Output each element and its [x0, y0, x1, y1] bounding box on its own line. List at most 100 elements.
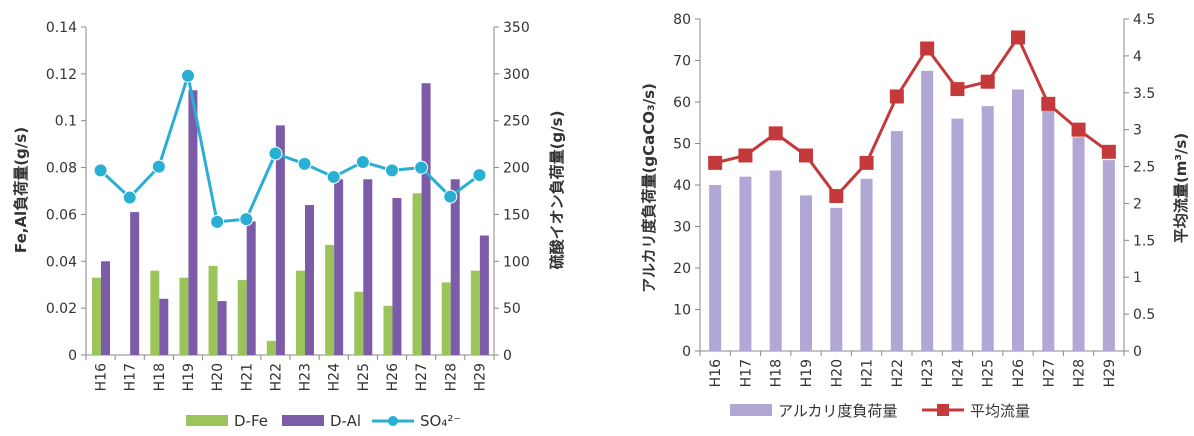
- right-chart-bar-alkalinity: [709, 185, 722, 351]
- left-chart-bar-d-fe: [208, 265, 218, 355]
- left-chart-bar-d-al: [101, 261, 110, 355]
- left-chart-bar-d-al: [479, 235, 489, 355]
- right-chart-ytick-right-label: 3: [1133, 123, 1142, 139]
- right-chart-bar-alkalinity: [921, 70, 934, 351]
- left-chart-ytick-right-label: 150: [503, 207, 530, 223]
- right-chart-bar-alkalinity: [860, 178, 873, 351]
- legend-marker-so4: [388, 416, 398, 426]
- left-chart-ytick-right-label: 300: [503, 67, 530, 83]
- left-chart-ytick-right-label: 200: [503, 161, 530, 177]
- left-chart-xtick-label: H26: [385, 363, 401, 391]
- left-chart-marker-so4: [181, 68, 195, 83]
- right-chart-legend: アルカリ度負荷量 平均流量: [730, 402, 1030, 420]
- right-chart-xtick-label: H25: [981, 359, 997, 387]
- legend-swatch-alkalinity: [730, 404, 772, 416]
- left-chart-xtick-label: H27: [414, 363, 430, 391]
- right-chart-ytick-label: 40: [673, 178, 691, 194]
- right-chart-xtick-label: H16: [708, 359, 724, 387]
- left-chart-marker-so4: [297, 156, 312, 171]
- right-chart-xtick-label: H26: [1011, 359, 1027, 387]
- legend-marker-flow: [937, 404, 949, 416]
- right-chart-ytick-right-label: 0.5: [1133, 307, 1155, 323]
- left-chart-ytick-right-label: 350: [503, 20, 530, 36]
- left-chart-ytick-right-label: 0: [503, 348, 512, 364]
- left-chart-xtick-label: H16: [94, 363, 110, 391]
- right-chart-marker-flow: [1071, 122, 1086, 137]
- right-chart-xtick-label: H29: [1102, 359, 1118, 387]
- left-chart-marker-so4: [443, 189, 458, 204]
- right-chart-marker-flow: [920, 41, 935, 56]
- left-chart-legend: D-Fe D-Al SO₄²⁻: [186, 412, 461, 430]
- right-chart-ytick-right-label: 0: [1133, 344, 1142, 360]
- right-chart-xtick-label: H17: [738, 359, 754, 387]
- left-chart-bar-d-fe: [150, 270, 160, 355]
- left-chart-marker-so4: [122, 190, 137, 205]
- right-chart-bar-alkalinity: [1102, 160, 1115, 351]
- left-chart-bar-d-fe: [237, 280, 247, 355]
- left-chart-bar-d-fe: [441, 282, 451, 355]
- left-chart-bar-d-al: [450, 179, 460, 355]
- left-chart-xtick-label: H19: [181, 363, 197, 391]
- left-chart-ylabel: Fe,Al負荷量(g/s): [12, 127, 30, 253]
- left-chart-marker-so4: [326, 169, 341, 184]
- right-chart-ytick-right-label: 2: [1133, 196, 1142, 212]
- right-chart-ytick-label: 20: [673, 261, 691, 277]
- left-chart-bar-d-fe: [266, 340, 276, 355]
- right-chart-xtick-label: H22: [890, 359, 906, 387]
- right-chart-ytick-label: 0: [682, 344, 691, 360]
- plots-layer: 00.020.040.060.080.10.120.14050100150200…: [46, 12, 1155, 391]
- left-chart-bar-d-al: [392, 198, 402, 355]
- left-chart-xtick-label: H23: [298, 363, 314, 391]
- left-chart-bar-d-al: [188, 90, 198, 355]
- right-chart-bar-alkalinity: [1042, 110, 1055, 351]
- left-chart-ytick-right-label: 250: [503, 114, 530, 130]
- right-chart-bar-alkalinity: [981, 106, 994, 352]
- right-chart-bar-alkalinity: [800, 195, 812, 351]
- left-chart-bar-d-fe: [325, 244, 335, 355]
- right-chart-xtick-label: H28: [1072, 359, 1088, 387]
- right-chart-xtick-label: H21: [860, 359, 876, 387]
- left-chart-marker-so4: [210, 214, 225, 229]
- left-chart-xtick-label: H21: [239, 363, 255, 391]
- right-chart-xtick-label: H27: [1041, 359, 1057, 387]
- left-chart-marker-so4: [385, 163, 399, 178]
- right-chart-xtick-label: H24: [950, 359, 966, 387]
- left-chart-ytick-label: 0: [68, 348, 77, 364]
- right-chart-ylabel-right: 平均流量(m³/s): [1172, 133, 1190, 243]
- legend-swatch-d-fe: [186, 415, 228, 426]
- left-chart-bar-d-al: [159, 298, 169, 355]
- right-chart-marker-flow: [1011, 30, 1025, 45]
- legend-swatch-d-al: [282, 415, 324, 426]
- right-chart-ytick-right-label: 1: [1133, 270, 1142, 286]
- left-chart-marker-so4: [355, 154, 370, 169]
- left-chart-bar-d-fe: [470, 270, 480, 355]
- right-chart-marker-flow: [768, 126, 783, 141]
- right-chart-marker-flow: [799, 148, 813, 163]
- left-chart-ytick-label: 0.1: [55, 114, 77, 130]
- left-chart-marker-so4: [239, 212, 254, 227]
- left-chart-bar-d-fe: [296, 270, 305, 355]
- left-chart-bar-d-fe: [92, 277, 101, 355]
- right-chart-ytick-label: 30: [673, 220, 691, 236]
- left-chart-xtick-label: H28: [443, 363, 459, 391]
- right-chart-marker-flow: [1041, 96, 1056, 111]
- left-chart-ytick-right-label: 50: [503, 301, 521, 317]
- right-chart-ytick-right-label: 2.5: [1133, 160, 1155, 176]
- right-chart-ytick-right-label: 4.5: [1133, 12, 1155, 28]
- right-chart-ytick-label: 70: [673, 54, 691, 70]
- left-chart-marker-so4: [414, 160, 429, 175]
- left-chart-bar-d-al: [363, 179, 373, 355]
- right-chart-marker-flow: [950, 82, 965, 97]
- left-chart-bar-d-fe: [354, 291, 364, 355]
- right-chart-marker-flow: [889, 89, 904, 104]
- left-chart-ytick-label: 0.12: [46, 67, 77, 83]
- left-chart-xtick-label: H24: [327, 363, 343, 391]
- left-chart-ytick-right-label: 100: [503, 254, 530, 270]
- left-chart-bar-d-al: [246, 221, 256, 355]
- left-chart-ytick-label: 0.04: [46, 254, 77, 270]
- right-chart-marker-flow: [1101, 144, 1116, 159]
- left-chart-bar-d-fe: [383, 305, 393, 355]
- left-chart-xtick-label: H18: [152, 363, 168, 391]
- left-chart-bar-d-al: [334, 179, 344, 355]
- left-chart-bar-d-al: [421, 83, 431, 355]
